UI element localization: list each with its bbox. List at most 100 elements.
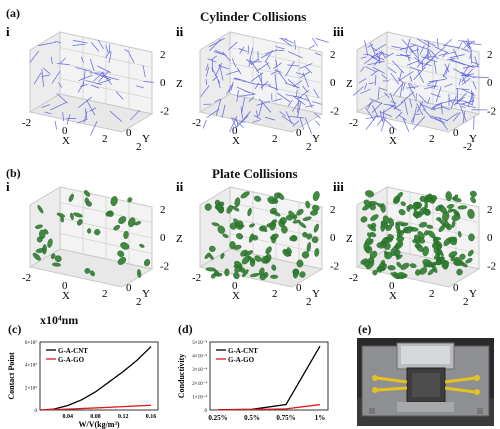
cylinder-particle [299, 63, 313, 69]
cylinder-particle [239, 46, 245, 54]
z-tick-label: 0 [487, 77, 493, 89]
plate-particle [364, 190, 375, 198]
cylinder-particle [382, 109, 385, 123]
cylinder-particle [376, 116, 385, 126]
cylinder-particle [56, 63, 71, 66]
plate-particle [37, 204, 44, 214]
z-tick-label: 0 [160, 232, 166, 244]
cylinder-particle [460, 107, 467, 122]
plate-particle [427, 268, 435, 276]
cylinder-particle [78, 74, 93, 81]
plate-particle [446, 203, 455, 209]
cylinder-particle [315, 38, 329, 43]
plate-particle [376, 241, 387, 249]
cylinder-particle [225, 70, 240, 75]
x-tick-label: 2 [102, 288, 108, 300]
cylinder-particle [256, 62, 270, 72]
z-tick-label: 2 [487, 49, 493, 61]
cylinder-particle [217, 79, 221, 89]
plate-particle [314, 248, 320, 257]
cylinder-particle [452, 48, 459, 60]
cylinder-particle [381, 74, 388, 80]
cylinder-particle [209, 38, 222, 52]
cylinder-particle [275, 45, 285, 50]
plate-particle [288, 210, 296, 219]
cylinder-particle [296, 100, 302, 118]
cylinder-particle [378, 51, 390, 57]
cylinder-particle [295, 89, 298, 97]
cylinder-particle [77, 84, 84, 93]
plate-particle [258, 267, 265, 276]
plate-particle [247, 255, 255, 264]
x-tick-label: 0 [389, 280, 395, 292]
cylinder-particle [50, 56, 53, 64]
scale-note: x10⁴nm [40, 313, 79, 327]
cylinder-particle [472, 81, 477, 90]
cylinder-particle [358, 78, 367, 84]
z-axis-label: Z [346, 78, 353, 90]
plate-particle [467, 249, 474, 257]
cylinder-particle [66, 114, 71, 125]
cylinder-particle [287, 51, 303, 59]
plate-particle [451, 214, 461, 221]
plate-particle [422, 246, 429, 257]
cylinder-particle [457, 96, 465, 103]
plate-particle [222, 233, 229, 238]
chart-c-legend-label: G-A-CNT [58, 347, 88, 355]
y-axis-label: Y [142, 288, 150, 300]
plate-particle [247, 207, 252, 217]
plate-particle [415, 269, 421, 276]
cylinder-particle [288, 115, 305, 119]
y-tick-label: 2 [306, 296, 312, 308]
cylinder-particle [89, 58, 95, 71]
plate-particle [400, 201, 406, 206]
cylinder-particle [397, 77, 403, 82]
x-tick-label: 0 [232, 125, 238, 137]
cylinder-particle [379, 111, 392, 117]
cylinder-particle [474, 56, 479, 68]
cylinder-particle [442, 52, 447, 58]
plate-particle [281, 225, 288, 234]
cylinder-particle [461, 48, 470, 53]
cylinder-particle [277, 92, 291, 103]
cylinder-particle [434, 46, 449, 54]
simulation-plots: 20-2Z-202X02Yi20-2Z-202X02Yii20-2Z-202X0… [6, 24, 496, 308]
plate-particle [313, 223, 319, 233]
chart-d-x-tick: 0.5% [244, 414, 260, 422]
y-tick-label: 0 [453, 127, 459, 139]
plate-particle [113, 224, 121, 231]
cylinder-particle [281, 115, 295, 125]
cylinder-particle [308, 44, 316, 49]
z-tick-label: 2 [330, 204, 336, 216]
chart-c-y-tick: 0 [35, 409, 38, 414]
cylinder-particle [287, 64, 300, 67]
plate-particle [258, 225, 267, 232]
cylinder-particle [409, 98, 413, 108]
cylinder-particle [272, 98, 283, 102]
cylinder-particle [409, 48, 418, 59]
cylinder-particle [287, 99, 293, 107]
cylinder-particle [242, 80, 256, 85]
sub-panel-label: ii [176, 179, 184, 194]
plate-particle [445, 191, 453, 202]
plate-particle [302, 231, 308, 238]
plate-particle [457, 231, 462, 238]
cylinder-particle [205, 63, 209, 71]
z-tick-label: 2 [487, 204, 493, 216]
chart-c-x-tick: 0.16 [146, 414, 157, 420]
cylinder-particle [108, 51, 112, 63]
plate-particle [387, 265, 396, 271]
z-tick-label: 2 [160, 49, 166, 61]
cylinder-particle [51, 70, 61, 84]
cylinder-particle [129, 109, 141, 121]
cylinder-particle [212, 75, 218, 82]
y-tick-label: 2 [136, 141, 142, 153]
cylinder-particle [275, 59, 278, 68]
x-axis-label: X [389, 135, 397, 147]
cylinder-particle [460, 72, 475, 79]
plate-particle [127, 197, 133, 203]
cylinder-particle [387, 67, 397, 74]
cylinder-particle [89, 107, 97, 112]
